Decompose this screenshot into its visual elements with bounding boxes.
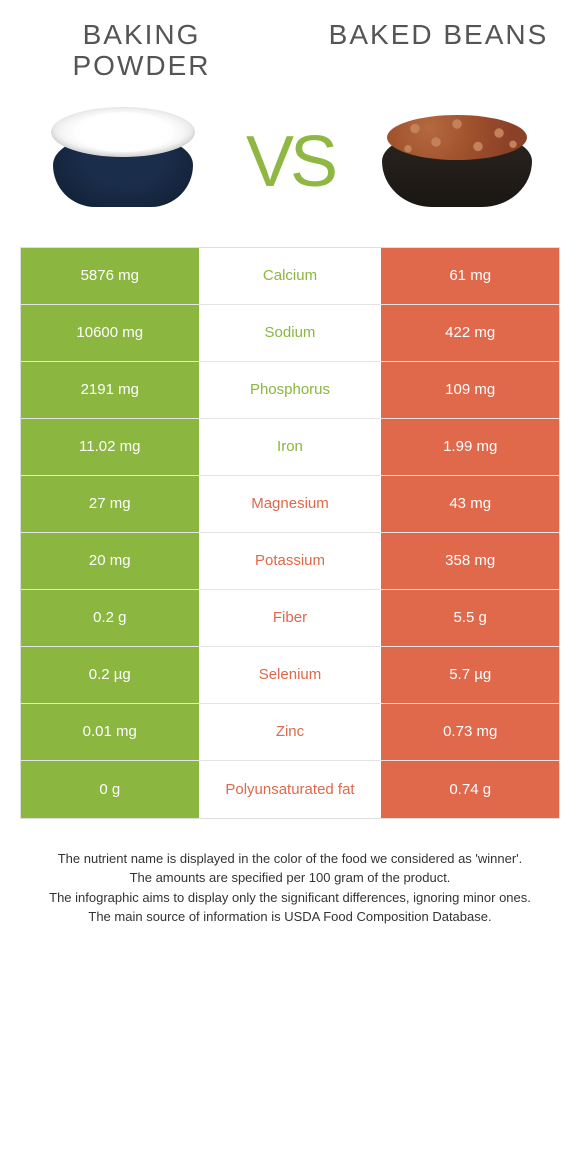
right-value: 422 mg [381,305,559,361]
table-row: 27 mgMagnesium43 mg [21,476,559,533]
nutrient-name: Zinc [199,704,382,760]
left-value: 5876 mg [21,248,199,304]
nutrient-name: Calcium [199,248,382,304]
comparison-table: 5876 mgCalcium61 mg10600 mgSodium422 mg2… [20,247,560,819]
left-value: 0.2 µg [21,647,199,703]
table-row: 0.01 mgZinc0.73 mg [21,704,559,761]
table-row: 0 gPolyunsaturated fat0.74 g [21,761,559,818]
right-value: 358 mg [381,533,559,589]
right-food-title: BAKED BEANS [317,20,560,51]
left-value: 0.01 mg [21,704,199,760]
left-value: 0.2 g [21,590,199,646]
vs-label: VS [246,121,334,203]
nutrient-name: Fiber [199,590,382,646]
nutrient-name: Selenium [199,647,382,703]
nutrient-name: Magnesium [199,476,382,532]
table-row: 2191 mgPhosphorus109 mg [21,362,559,419]
table-row: 0.2 gFiber5.5 g [21,590,559,647]
footer-line: The nutrient name is displayed in the co… [30,849,550,869]
right-value: 61 mg [381,248,559,304]
nutrient-name: Polyunsaturated fat [199,761,382,818]
right-value: 0.73 mg [381,704,559,760]
table-row: 5876 mgCalcium61 mg [21,248,559,305]
table-row: 0.2 µgSelenium5.7 µg [21,647,559,704]
left-value: 0 g [21,761,199,818]
right-value: 5.7 µg [381,647,559,703]
left-value: 27 mg [21,476,199,532]
right-value: 43 mg [381,476,559,532]
left-value: 20 mg [21,533,199,589]
left-value: 2191 mg [21,362,199,418]
nutrient-name: Sodium [199,305,382,361]
table-row: 11.02 mgIron1.99 mg [21,419,559,476]
infographic-container: BAKING POWDER BAKED BEANS VS 5876 mgCalc… [0,0,580,937]
baking-powder-icon [53,112,193,212]
baked-beans-icon [382,112,532,212]
nutrient-name: Phosphorus [199,362,382,418]
table-row: 20 mgPotassium358 mg [21,533,559,590]
left-food-title: BAKING POWDER [20,20,263,82]
right-value: 1.99 mg [381,419,559,475]
footer-line: The main source of information is USDA F… [30,907,550,927]
right-value: 0.74 g [381,761,559,818]
right-food-image [355,92,560,232]
footer-notes: The nutrient name is displayed in the co… [20,849,560,927]
right-value: 109 mg [381,362,559,418]
nutrient-name: Iron [199,419,382,475]
right-value: 5.5 g [381,590,559,646]
header-row: BAKING POWDER BAKED BEANS [20,20,560,82]
table-row: 10600 mgSodium422 mg [21,305,559,362]
left-food-image [20,92,225,232]
footer-line: The amounts are specified per 100 gram o… [30,868,550,888]
nutrient-name: Potassium [199,533,382,589]
images-row: VS [20,92,560,232]
left-value: 10600 mg [21,305,199,361]
footer-line: The infographic aims to display only the… [30,888,550,908]
left-value: 11.02 mg [21,419,199,475]
